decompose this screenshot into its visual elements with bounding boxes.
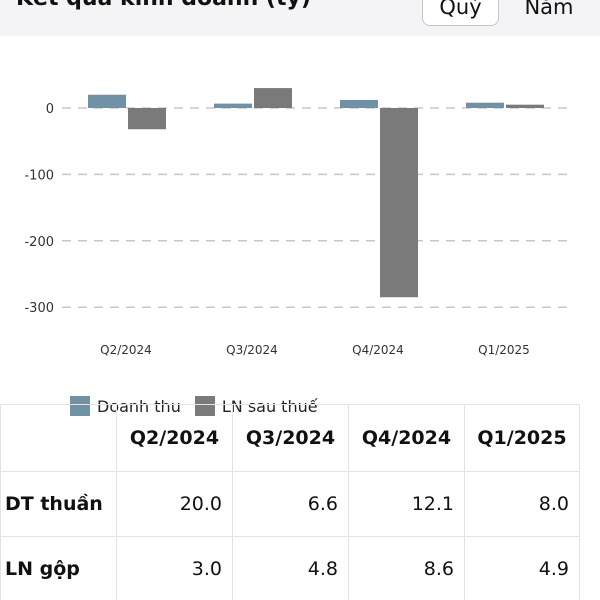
table-header-cell: Q1/2025 <box>464 404 580 472</box>
results-table-container: Q2/2024 Q3/2024 Q4/2024 Q1/2025 DT thuần… <box>0 404 600 600</box>
row-label: LN gộp <box>0 536 117 600</box>
table-cell: 3.0 <box>116 536 233 600</box>
bar-revenue <box>214 103 252 108</box>
table-header-cell: Q2/2024 <box>116 404 233 472</box>
bar-revenue <box>88 94 126 108</box>
table-cell: 8.0 <box>464 471 580 537</box>
bar-revenue <box>466 102 504 108</box>
tab-year[interactable]: Năm <box>524 0 574 19</box>
bar-profit <box>128 108 166 130</box>
card-title: Kết quả kinh doanh (tỷ) <box>16 0 311 11</box>
table-header-cell: Q3/2024 <box>232 404 349 472</box>
table-cell: 8.6 <box>348 536 465 600</box>
x-category-label: Q3/2024 <box>226 343 278 357</box>
x-category-label: Q1/2025 <box>478 343 530 357</box>
table-cell: 20.0 <box>116 471 233 537</box>
row-label: DT thuần <box>0 471 117 537</box>
x-category-label: Q4/2024 <box>352 343 404 357</box>
table-row: DT thuần 20.0 6.6 12.1 8.0 <box>0 471 580 537</box>
table-cell: 4.9 <box>464 536 580 600</box>
bar-revenue <box>340 99 378 108</box>
y-tick-label: -200 <box>24 235 54 250</box>
y-tick-label: 0 <box>46 102 54 117</box>
x-category-label: Q2/2024 <box>100 343 152 357</box>
bar-profit <box>254 88 292 108</box>
table-cell: 4.8 <box>232 536 349 600</box>
card-header: Kết quả kinh doanh (tỷ) Quý Năm <box>0 0 600 36</box>
chart-canvas: 0 -100 -200 -300 Q2/2024 Q3/2024 Q4/2024 Q1/202… <box>24 88 572 357</box>
table-cell: 6.6 <box>232 471 349 537</box>
y-tick-label: -300 <box>24 301 54 316</box>
table-cell: 12.1 <box>348 471 465 537</box>
table-row: LN gộp 3.0 4.8 8.6 4.9 <box>0 536 580 600</box>
tab-quarter[interactable]: Quý <box>422 0 499 26</box>
bar-profit <box>506 104 544 108</box>
results-table: Q2/2024 Q3/2024 Q4/2024 Q1/2025 DT thuần… <box>0 404 580 600</box>
table-header-cell: Q4/2024 <box>348 404 465 472</box>
table-header-row: Q2/2024 Q3/2024 Q4/2024 Q1/2025 <box>0 404 580 472</box>
table-header-cell <box>0 404 117 472</box>
y-tick-label: -100 <box>24 168 54 183</box>
bar-profit <box>380 108 418 298</box>
business-results-chart: 0 -100 -200 -300 Q2/2024 Q3/2024 Q4/2024 Q1/202… <box>0 36 600 416</box>
